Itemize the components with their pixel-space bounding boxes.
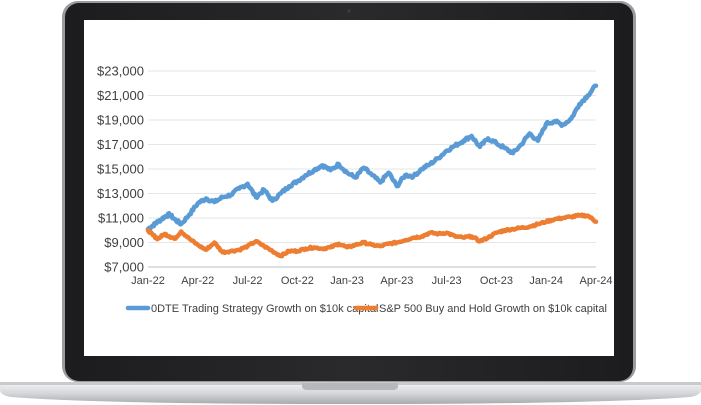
camera-icon <box>347 9 351 13</box>
x-tick-label: Oct-23 <box>480 275 513 287</box>
y-tick-label: $9,000 <box>104 235 144 250</box>
x-axis: Jan-22 Apr-22 Jul-22 Oct-22 Jan-23 Apr-23 Jul-… <box>131 275 612 287</box>
x-tick-label: Jul-23 <box>432 275 462 287</box>
x-tick-label: Oct-22 <box>281 275 314 287</box>
x-tick-label: Apr-22 <box>181 275 214 287</box>
y-tick-label: $21,000 <box>97 88 144 103</box>
y-tick-label: $7,000 <box>104 260 144 275</box>
y-tick-label: $19,000 <box>97 113 144 128</box>
x-tick-label: Jan-22 <box>131 275 165 287</box>
y-axis: $7,000 $9,000 $11,000 $13,000 $15,000 $17,000… <box>97 64 144 275</box>
y-tick-label: $11,000 <box>98 211 144 226</box>
opening-notch <box>302 383 398 390</box>
x-tick-label: Jan-23 <box>330 275 364 287</box>
series-lines <box>145 83 599 259</box>
series-line-0dte <box>145 83 599 232</box>
laptop-base <box>0 383 701 404</box>
y-tick-label: $17,000 <box>97 137 144 152</box>
legend-label-0dte: 0DTE Trading Strategy Growth on $10k cap… <box>151 303 378 315</box>
y-tick-label: $15,000 <box>97 162 144 177</box>
series-line-sp500 <box>145 212 599 259</box>
x-tick-label: Apr-24 <box>579 275 612 287</box>
legend-label-sp500: S&P 500 Buy and Hold Growth on $10k capi… <box>379 303 607 315</box>
y-tick-label: $23,000 <box>97 64 144 79</box>
screen-display: $7,000 $9,000 $11,000 $13,000 $15,000 $17,000… <box>84 20 614 356</box>
chart: $7,000 $9,000 $11,000 $13,000 $15,000 $17,000… <box>97 64 613 316</box>
x-tick-label: Jan-24 <box>529 275 563 287</box>
y-tick-label: $13,000 <box>97 186 144 201</box>
legend: 0DTE Trading Strategy Growth on $10k cap… <box>125 303 607 315</box>
gridlines <box>148 70 596 243</box>
x-tick-label: Jul-22 <box>233 275 263 287</box>
x-tick-label: Apr-23 <box>380 275 413 287</box>
